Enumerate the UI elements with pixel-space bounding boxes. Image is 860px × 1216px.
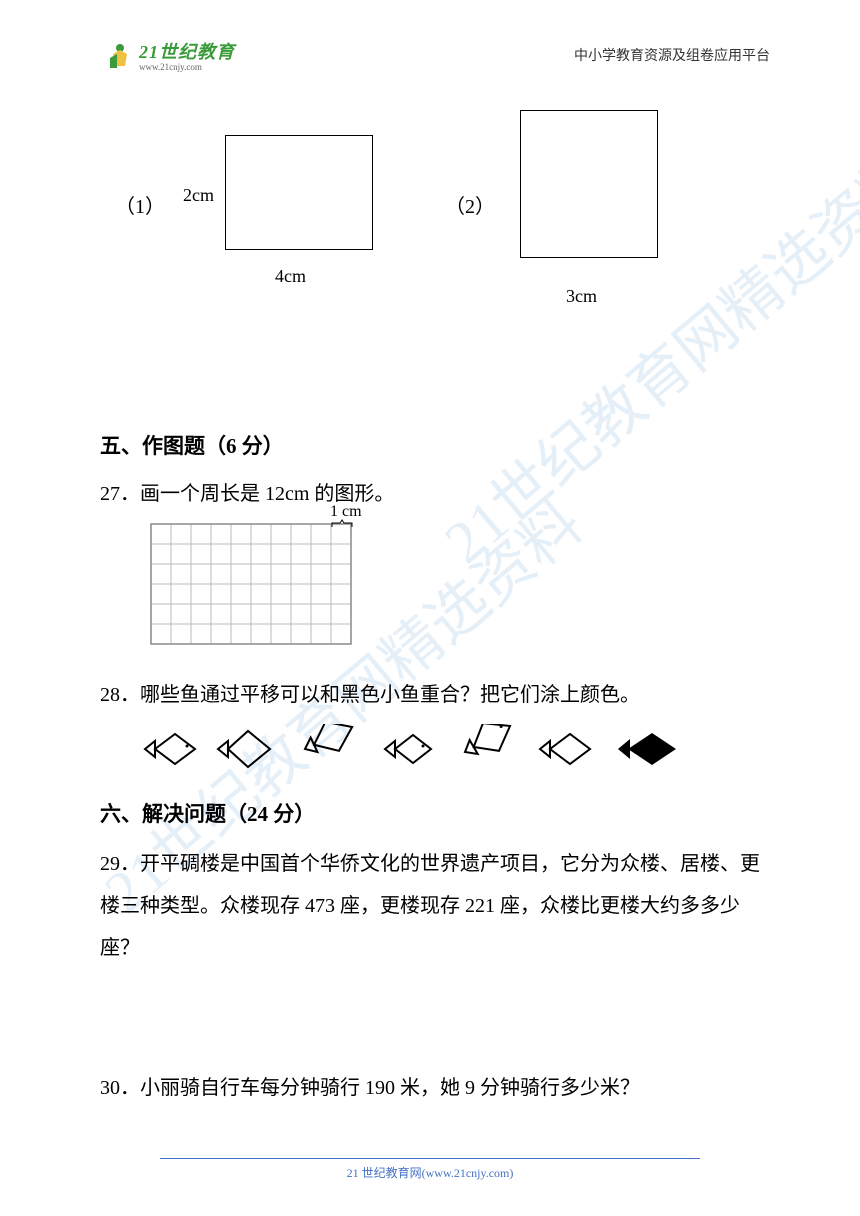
figure-2-rect	[520, 110, 658, 258]
figure-1-width: 4cm	[275, 266, 306, 287]
answer-space-29	[100, 979, 760, 1069]
section-6-title: 六、解决问题（24 分）	[100, 798, 760, 828]
footer-divider	[160, 1158, 700, 1159]
figure-1-height: 2cm	[183, 185, 214, 206]
figure-2-width: 3cm	[566, 286, 597, 307]
header-subtitle: 中小学教育资源及组卷应用平台	[574, 45, 770, 65]
figure-1-label: （1）	[115, 190, 165, 219]
page-header: 21世纪教育 www.21cnjy.com 中小学教育资源及组卷应用平台	[0, 38, 860, 72]
question-29: 29．开平碉楼是中国首个华侨文化的世界遗产项目，它分为众楼、居楼、更楼三种类型。…	[100, 843, 760, 969]
question-27: 27．画一个周长是 12cm 的图形。	[100, 475, 760, 513]
grid-bracket-icon	[330, 519, 354, 529]
logo-url: www.21cnjy.com	[139, 62, 235, 72]
grid-container: 1 cm	[150, 523, 760, 651]
figure-1-rect	[225, 135, 373, 250]
question-30: 30．小丽骑自行车每分钟骑行 190 米，她 9 分钟骑行多少米？	[100, 1069, 760, 1107]
content-layer: （1） 2cm 4cm （2） 3cm 五、作图题（6 分） 27．画一个周长是…	[100, 110, 760, 1107]
logo: 21世纪教育 www.21cnjy.com	[105, 38, 235, 72]
section-5-title: 五、作图题（6 分）	[100, 430, 760, 460]
question-28: 28．哪些鱼通过平移可以和黑色小鱼重合？把它们涂上颜色。	[100, 676, 760, 714]
page-content: （1） 2cm 4cm （2） 3cm 五、作图题（6 分） 27．画一个周长是…	[100, 110, 760, 1117]
page-footer: 21 世纪教育网(www.21cnjy.com)	[0, 1158, 860, 1181]
logo-icon	[105, 40, 135, 70]
logo-main-text: 21世纪教育	[139, 42, 235, 62]
figure-2-label: （2）	[445, 190, 495, 219]
figures-row: （1） 2cm 4cm （2） 3cm	[100, 110, 760, 330]
fish-row	[140, 724, 760, 780]
footer-text: 21 世纪教育网(www.21cnjy.com)	[0, 1164, 860, 1181]
logo-text-wrapper: 21世纪教育 www.21cnjy.com	[139, 38, 235, 72]
fish-icons	[140, 724, 710, 774]
grid-svg	[150, 523, 352, 645]
